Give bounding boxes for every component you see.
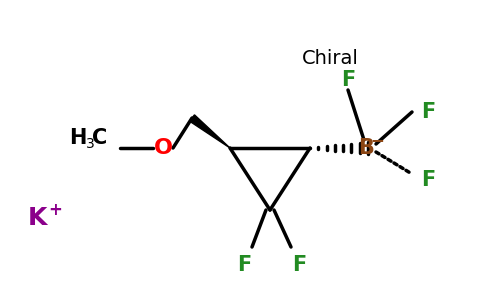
Text: F: F xyxy=(341,70,355,90)
Text: F: F xyxy=(421,170,435,190)
Text: B: B xyxy=(358,138,374,158)
Text: F: F xyxy=(237,255,251,275)
Text: F: F xyxy=(292,255,306,275)
Text: K: K xyxy=(28,206,47,230)
Text: Chiral: Chiral xyxy=(302,49,359,68)
Text: F: F xyxy=(421,102,435,122)
Text: C: C xyxy=(92,128,107,148)
Text: H: H xyxy=(69,128,87,148)
Text: O: O xyxy=(153,138,172,158)
Polygon shape xyxy=(190,115,230,148)
Text: +: + xyxy=(48,201,62,219)
Text: 3: 3 xyxy=(86,137,94,151)
Text: −: − xyxy=(370,131,384,149)
